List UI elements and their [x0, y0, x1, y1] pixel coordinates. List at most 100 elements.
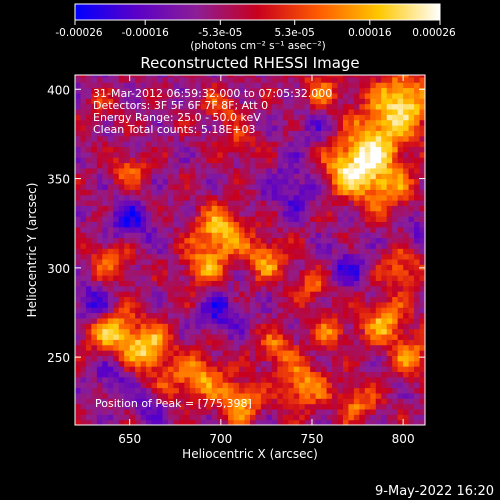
- heatmap-cell: [233, 344, 240, 351]
- heatmap-cell: [348, 194, 355, 201]
- heatmap-cell: [397, 135, 404, 142]
- heatmap-cell: [75, 403, 82, 410]
- heatmap-cell: [271, 366, 278, 373]
- heatmap-cell: [332, 392, 339, 399]
- heatmap-cell: [217, 151, 224, 158]
- heatmap-cell: [342, 323, 350, 330]
- heatmap-cell: [96, 371, 103, 378]
- heatmap-cell: [233, 162, 240, 169]
- heatmap-cell: [200, 226, 207, 233]
- heatmap-cell: [337, 285, 344, 292]
- heatmap-cell: [332, 82, 339, 89]
- heatmap-cell: [178, 333, 185, 340]
- heatmap-cell: [353, 264, 360, 271]
- heatmap-cell: [250, 312, 257, 319]
- heatmap-cell: [244, 157, 251, 164]
- heatmap-cell: [332, 414, 339, 421]
- heatmap-cell: [184, 237, 191, 244]
- heatmap-cell: [96, 355, 103, 362]
- heatmap-cell: [364, 328, 371, 335]
- heatmap-cell: [157, 216, 164, 223]
- heatmap-cell: [189, 285, 196, 292]
- heatmap-cell: [96, 333, 103, 340]
- heatmap-cell: [250, 108, 257, 115]
- heatmap-cell: [326, 125, 333, 131]
- heatmap-cell: [91, 307, 98, 314]
- heatmap-cell: [85, 258, 93, 265]
- heatmap-cell: [239, 119, 246, 126]
- heatmap-cell: [359, 344, 366, 351]
- heatmap-cell: [332, 221, 339, 228]
- heatmap-cell: [91, 205, 98, 212]
- heatmap-cell: [222, 312, 229, 319]
- heatmap-cell: [293, 75, 300, 78]
- heatmap-cell: [370, 200, 377, 206]
- heatmap-cell: [118, 333, 125, 340]
- heatmap-cell: [195, 226, 202, 233]
- heatmap-cell: [173, 398, 180, 405]
- heatmap-cell: [124, 312, 131, 319]
- heatmap-cell: [80, 205, 87, 212]
- heatmap-cell: [184, 339, 191, 346]
- heatmap-cell: [408, 232, 415, 239]
- heatmap-cell: [332, 355, 339, 362]
- heatmap-cell: [184, 146, 191, 153]
- heatmap-cell: [80, 253, 87, 260]
- heatmap-cell: [118, 226, 125, 233]
- heatmap-cell: [178, 339, 185, 346]
- heatmap-cell: [392, 291, 399, 298]
- heatmap-cell: [282, 205, 289, 212]
- heatmap-cell: [419, 419, 425, 425]
- heatmap-cell: [80, 200, 87, 206]
- heatmap-cell: [151, 355, 158, 362]
- heatmap-cell: [255, 328, 262, 335]
- heatmap-cell: [304, 167, 311, 174]
- heatmap-cell: [113, 350, 120, 356]
- heatmap-cell: [342, 355, 350, 362]
- heatmap-cell: [113, 125, 120, 131]
- heatmap-cell: [80, 408, 87, 415]
- heatmap-cell: [414, 253, 421, 260]
- heatmap-cell: [244, 269, 251, 276]
- heatmap-cell: [419, 301, 425, 308]
- heatmap-cell: [342, 344, 350, 351]
- heatmap-cell: [113, 264, 120, 271]
- heatmap-cell: [364, 392, 371, 399]
- heatmap-cell: [403, 355, 410, 362]
- heatmap-cell: [260, 398, 268, 405]
- heatmap-cell: [359, 264, 366, 271]
- heatmap-cell: [135, 366, 142, 373]
- heatmap-cell: [392, 114, 399, 121]
- heatmap-cell: [146, 323, 153, 330]
- heatmap-cell: [211, 162, 218, 169]
- heatmap-cell: [419, 366, 425, 373]
- heatmap-cell: [342, 419, 350, 425]
- heatmap-cell: [85, 75, 93, 78]
- heatmap-cell: [162, 103, 169, 110]
- heatmap-cell: [403, 350, 410, 356]
- heatmap-cell: [102, 103, 109, 110]
- heatmap-cell: [419, 275, 425, 281]
- heatmap-cell: [75, 200, 82, 206]
- heatmap-cell: [129, 291, 136, 298]
- heatmap-cell: [250, 291, 257, 298]
- heatmap-cell: [250, 355, 257, 362]
- heatmap-cell: [113, 419, 120, 425]
- heatmap-cell: [151, 108, 158, 115]
- heatmap-cell: [157, 339, 164, 346]
- heatmap-cell: [178, 82, 185, 89]
- heatmap-cell: [107, 291, 114, 298]
- heatmap-cell: [293, 167, 300, 174]
- heatmap-cell: [146, 167, 153, 174]
- heatmap-cell: [91, 387, 98, 394]
- heatmap-cell: [140, 114, 147, 121]
- heatmap-cell: [189, 162, 196, 169]
- heatmap-cell: [129, 242, 136, 249]
- heatmap-cell: [315, 76, 322, 83]
- heatmap-cell: [348, 408, 355, 415]
- heatmap-cell: [228, 87, 235, 94]
- heatmap-cell: [102, 355, 109, 362]
- heatmap-cell: [408, 114, 415, 121]
- heatmap-cell: [157, 173, 164, 180]
- heatmap-cell: [228, 135, 235, 142]
